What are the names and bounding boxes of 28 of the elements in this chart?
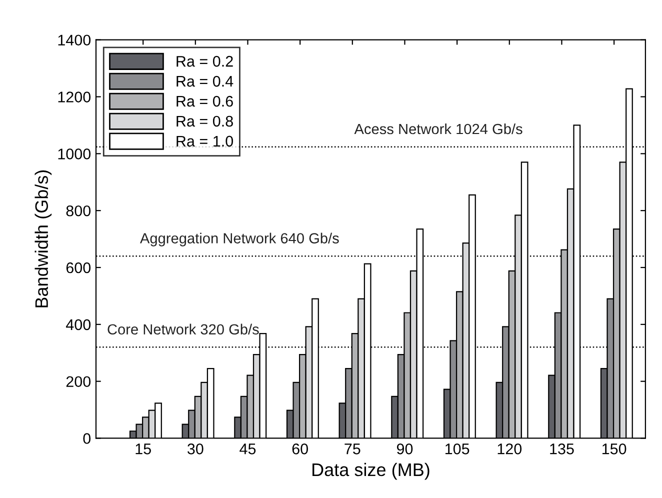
y-tick-label: 600 [66,262,91,274]
x-tick-label: 120 [498,444,522,454]
x-tick-label: 105 [445,444,470,454]
y-axis-title: Bandwidth (Gb/s) [34,170,52,308]
legend-label: Ra = 0.6 [176,96,233,107]
legend-label: Ra = 1.0 [176,136,234,147]
y-tick-label: 1400 [58,34,91,46]
y-tick-label: 400 [66,319,91,330]
y-tick-label: 800 [66,205,91,216]
x-tick-label: 75 [344,444,360,454]
y-tick-label: 1200 [58,92,91,102]
y-tick-label: 0 [83,433,91,444]
y-tick-label: 200 [66,376,91,388]
legend-label: Ra = 0.2 [176,56,233,67]
ref-line-label: Aggregation Network 640 Gb/s [140,232,339,246]
y-tick-label: 1000 [58,148,91,160]
ref-line-label: Acess Network 1024 Gb/s [354,123,522,134]
x-tick-label: 60 [292,444,308,454]
legend-label: Ra = 0.4 [176,76,234,87]
x-tick-label: 135 [550,444,574,454]
x-tick-label: 30 [188,444,204,454]
x-axis-title: Data size (MB) [312,462,430,480]
x-tick-label: 90 [396,444,413,454]
ref-line-label: Core Network 320 Gb/s [108,324,259,335]
x-tick-label: 150 [602,444,626,454]
x-tick-label: 45 [240,444,256,454]
legend-label: Ra = 0.8 [176,116,233,127]
x-tick-label: 15 [136,444,151,454]
